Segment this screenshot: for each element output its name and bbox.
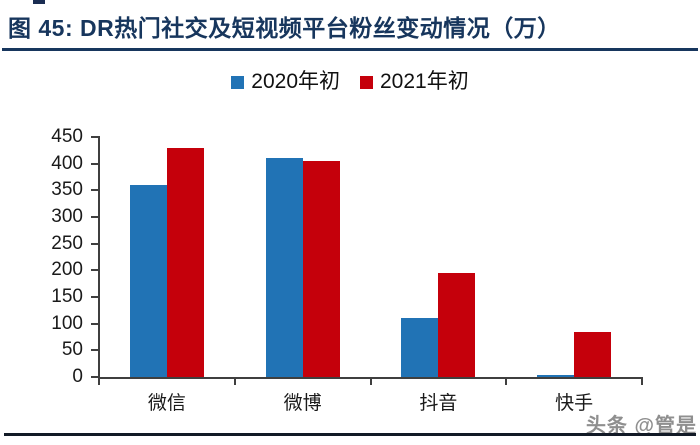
bar-抖音-2020年初 [401,318,439,377]
bottom-divider [4,433,696,436]
y-axis-tick-label: 350 [51,179,83,201]
y-axis-tick [91,269,98,272]
x-axis-tick [369,379,372,385]
x-axis-label-微博: 微博 [283,393,322,414]
y-axis-tick [91,322,98,325]
legend-swatch-2021-icon [360,75,373,89]
bar-微信-2021年初 [166,147,204,377]
y-axis-tick [91,242,98,245]
bar-快手-2021年初 [574,331,612,377]
y-axis-tick [91,162,98,165]
legend-item-2021: 2021年初 [360,71,469,93]
watermark: 头条 @管是 [585,415,697,437]
y-axis-tick [91,349,98,352]
y-axis-tick [91,376,98,378]
x-axis-label-抖音: 抖音 [419,393,458,414]
y-axis-tick-label: 200 [51,259,83,281]
crop-artifact [33,0,45,4]
y-axis-tick-label: 150 [51,286,83,307]
y-axis-tick [91,296,98,298]
y-axis-tick-label: 300 [51,206,83,227]
x-axis-tick [641,379,643,385]
x-axis-label-微信: 微信 [147,393,186,414]
legend-label-2021: 2021年初 [380,70,469,93]
x-axis-line [98,377,643,379]
y-axis-tick-label: 100 [51,312,83,334]
y-axis-tick [91,136,98,138]
x-axis-tick [98,379,100,385]
legend-label-2020: 2020年初 [251,70,340,93]
bar-抖音-2021年初 [438,273,476,377]
y-axis-tick-label: 450 [51,126,83,147]
legend-item-2020: 2020年初 [231,71,340,93]
x-axis-label-快手: 快手 [555,393,594,414]
bar-快手-2020年初 [537,374,575,377]
y-axis-tick [91,189,98,192]
chart-legend: 2020年初 2021年初 [0,71,700,93]
y-axis-tick [91,216,98,218]
y-axis-tick-label: 400 [51,152,83,174]
y-axis-line [98,136,100,379]
bar-微博-2020年初 [265,158,303,377]
y-axis-tick-label: 250 [51,232,83,254]
bar-微博-2021年初 [302,161,340,377]
y-axis-tick-label: 0 [72,366,83,387]
y-axis-tick-label: 50 [61,339,83,361]
x-axis-tick [233,379,236,385]
x-axis-tick [505,379,508,385]
title-divider [2,48,698,51]
legend-swatch-2020-icon [231,75,245,89]
page-title: 图 45: DR热门社交及短视频平台粉丝变动情况（万） [8,15,561,41]
bar-微信-2020年初 [129,185,167,377]
